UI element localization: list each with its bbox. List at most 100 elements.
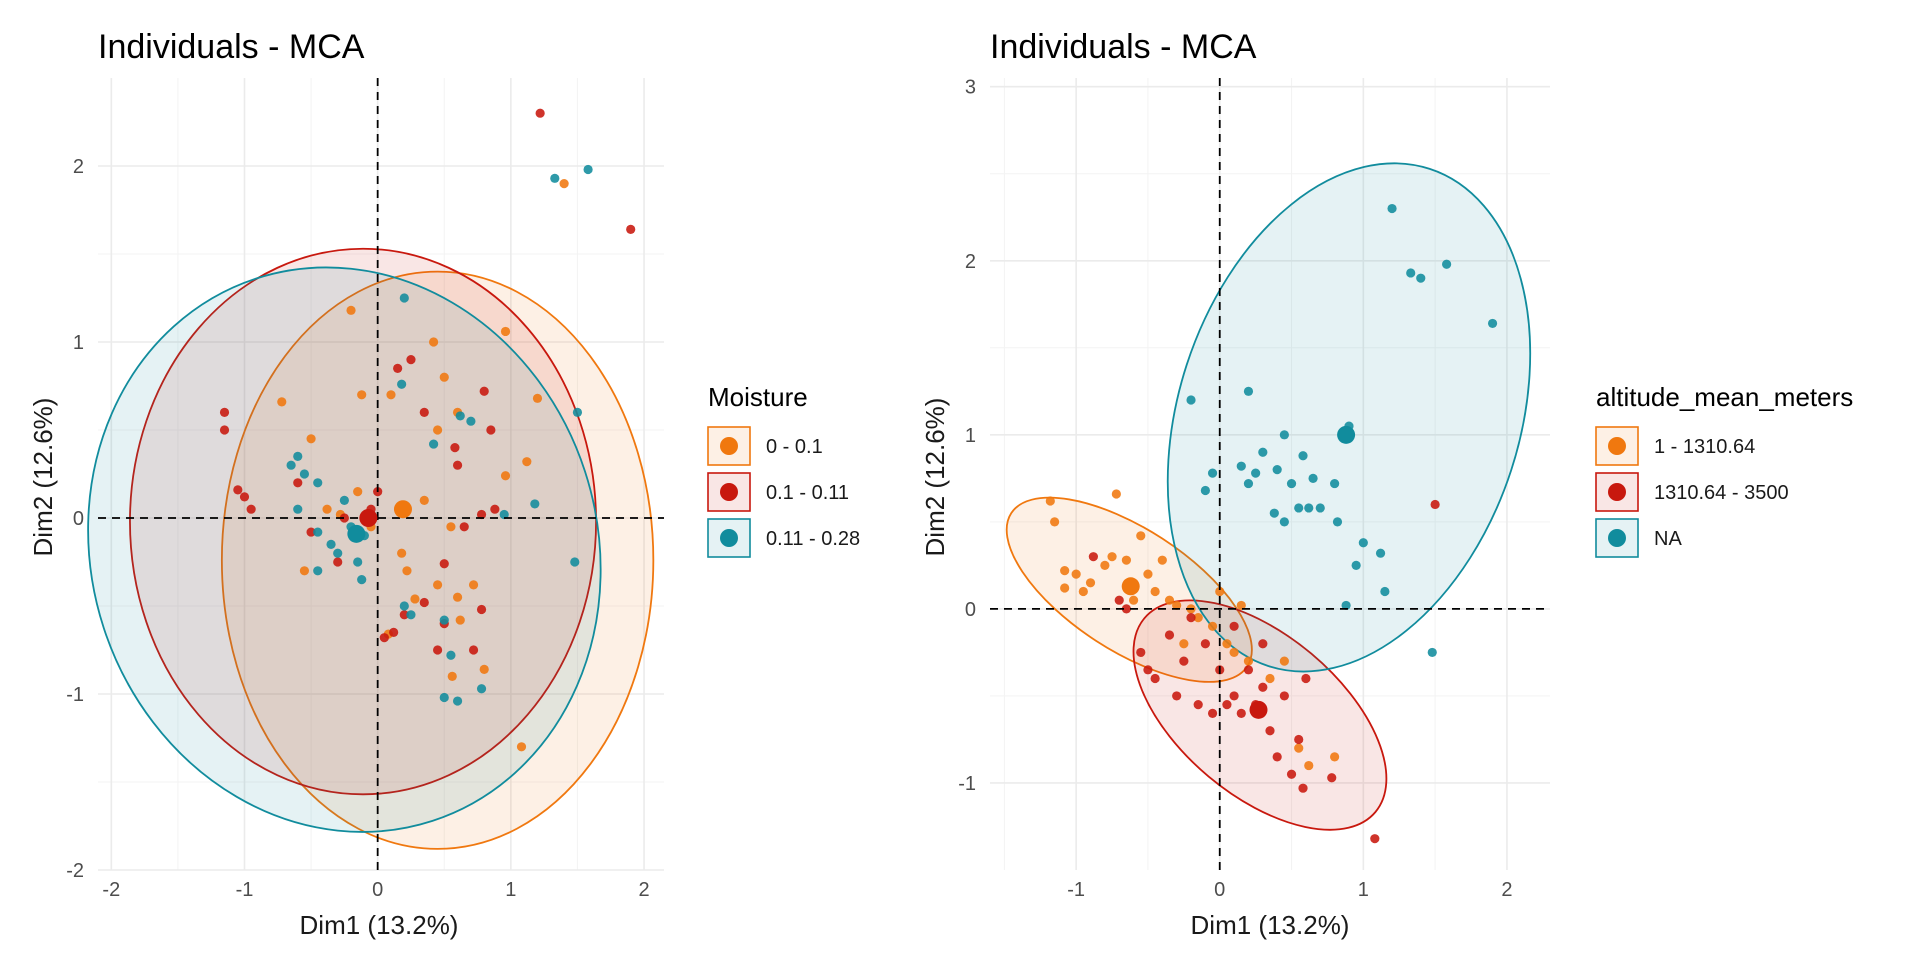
data-point: [1243, 386, 1254, 396]
x-tick-label: 0: [372, 879, 383, 901]
data-point: [1298, 783, 1308, 793]
data-point: [419, 407, 429, 417]
data-point: [1121, 555, 1132, 565]
data-point: [1327, 773, 1337, 783]
legend-label: 0.11 - 0.28: [766, 528, 860, 550]
data-point: [393, 363, 403, 373]
legend-title: Moisture: [708, 382, 808, 412]
data-point: [1085, 578, 1096, 588]
data-point: [313, 527, 323, 537]
data-point: [1279, 691, 1289, 701]
data-point: [353, 557, 363, 567]
tick-labels: -1 0 1 2 -1 0 1 2 3: [958, 77, 1512, 901]
data-point: [1200, 485, 1210, 496]
reference-lines: [98, 78, 664, 870]
data-point: [439, 372, 449, 382]
data-point: [1236, 461, 1246, 471]
x-tick-label: -2: [102, 879, 120, 901]
data-point: [1045, 496, 1055, 506]
legend: Moisture 0 - 0.1 0.1 - 0.11 0.11 - 0.28: [707, 382, 860, 558]
data-point: [1269, 508, 1279, 518]
data-point: [452, 460, 463, 470]
confidence-ellipse: [87, 266, 602, 833]
data-point: [339, 495, 349, 505]
data-point: [402, 566, 412, 576]
moisture-panel: Individuals - MCA -2 -1 0 1 2 -2 -1 0 1 2 Dim1 (1…: [28, 28, 860, 940]
group-centroid: [347, 524, 366, 543]
data-points: [1045, 203, 1498, 844]
data-point: [490, 504, 500, 514]
data-point: [1200, 639, 1210, 649]
data-point: [1236, 600, 1246, 611]
legend-label: NA: [1654, 528, 1682, 550]
legend-marker: [1608, 529, 1626, 547]
data-point: [455, 411, 465, 421]
data-point: [1294, 734, 1304, 745]
legend-label: 0 - 0.1: [766, 436, 823, 458]
group-centroid: [393, 500, 412, 519]
data-point: [439, 615, 449, 625]
legend-marker: [1608, 483, 1626, 501]
data-point: [1442, 259, 1452, 269]
data-point: [446, 522, 456, 532]
y-tick-label: 1: [965, 425, 976, 447]
data-point: [293, 451, 303, 461]
data-point: [500, 326, 511, 337]
data-point: [1416, 273, 1426, 283]
data-point: [1207, 468, 1218, 478]
confidence-ellipses: [1005, 162, 1532, 831]
data-point: [1193, 613, 1203, 623]
data-point: [1172, 600, 1182, 611]
data-point: [446, 650, 456, 660]
data-point: [1111, 489, 1121, 499]
data-point: [1279, 656, 1289, 666]
data-point: [1121, 604, 1132, 614]
chart-title: Individuals - MCA: [98, 28, 365, 66]
data-point: [1088, 552, 1098, 562]
data-point: [499, 509, 509, 520]
data-point: [1265, 726, 1275, 736]
data-point: [1150, 673, 1160, 684]
legend-marker: [720, 437, 738, 455]
data-point: [1207, 621, 1218, 631]
y-tick-label: 1: [73, 332, 84, 354]
data-point: [466, 416, 476, 426]
data-point: [399, 601, 409, 611]
y-tick-label: 0: [965, 599, 976, 621]
y-tick-label: -1: [66, 684, 84, 706]
data-point: [1060, 583, 1070, 593]
data-point: [233, 485, 243, 495]
confidence-ellipses: [87, 247, 655, 850]
data-point: [1272, 752, 1282, 762]
data-point: [1114, 595, 1124, 605]
data-point: [306, 434, 316, 444]
data-point: [339, 513, 349, 523]
data-point: [447, 671, 457, 682]
x-tick-label: 2: [1501, 879, 1512, 901]
data-point: [1304, 760, 1314, 771]
x-tick-label: -1: [236, 879, 254, 901]
data-point: [1186, 395, 1196, 405]
data-point: [326, 539, 336, 550]
data-point: [433, 645, 443, 655]
data-point: [550, 173, 560, 183]
data-point: [1215, 586, 1225, 597]
data-point: [479, 664, 489, 674]
data-point: [1136, 531, 1146, 541]
data-point: [1150, 586, 1160, 597]
data-point: [1301, 673, 1311, 684]
data-point: [389, 627, 399, 638]
data-point: [1380, 586, 1390, 597]
data-point: [626, 224, 636, 234]
data-point: [1370, 834, 1380, 844]
data-point: [1330, 752, 1340, 762]
legend-label: 0.1 - 0.11: [766, 482, 849, 504]
data-point: [1294, 503, 1304, 513]
legend-marker: [720, 529, 738, 547]
data-point: [346, 305, 356, 315]
data-point: [1100, 560, 1110, 570]
data-point: [277, 397, 287, 407]
reference-lines: [990, 78, 1550, 870]
group-centroids: [347, 500, 412, 543]
confidence-ellipse: [220, 270, 655, 850]
